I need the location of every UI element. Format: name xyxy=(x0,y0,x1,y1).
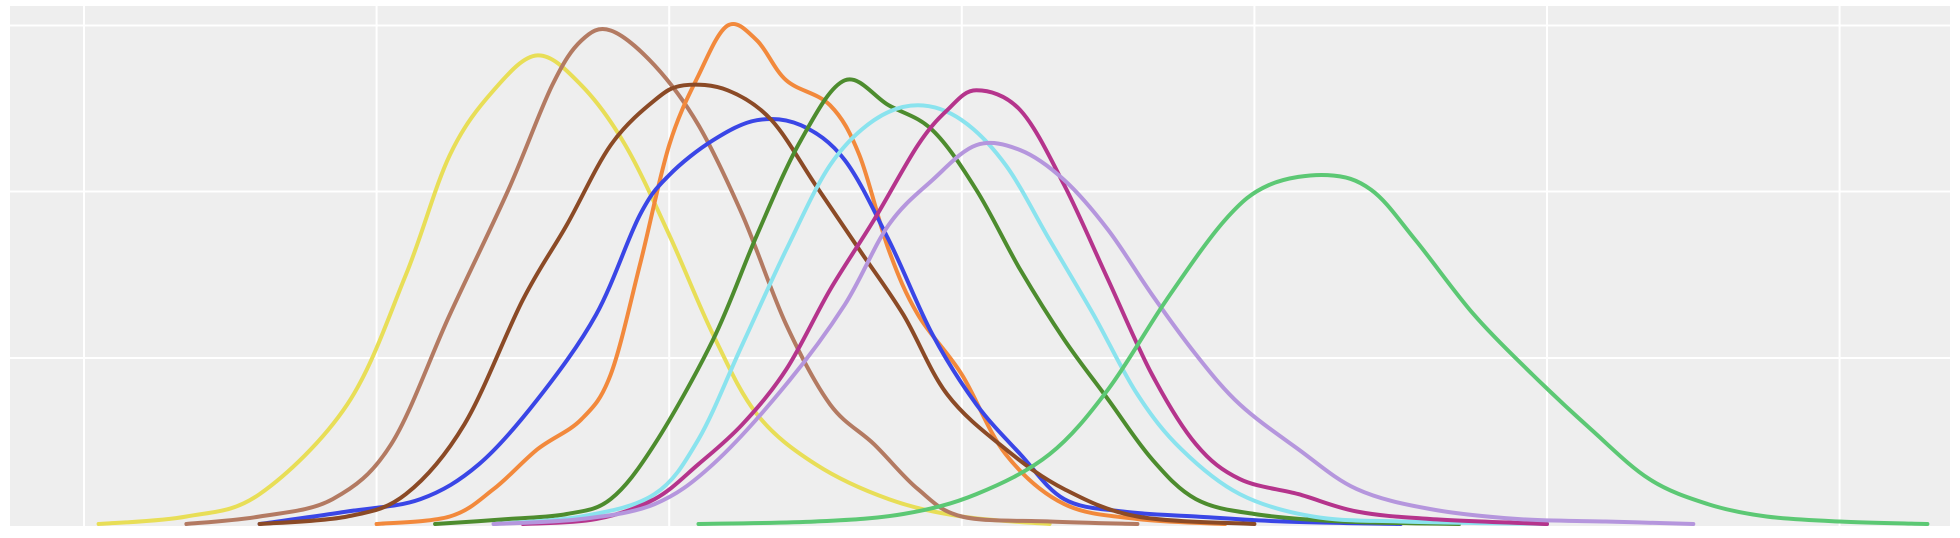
density-curve-10 xyxy=(696,172,1930,526)
density-curve-8 xyxy=(520,88,1549,526)
density-curves xyxy=(96,22,1930,526)
density-curve-1 xyxy=(96,53,1052,526)
density-curve-2 xyxy=(184,27,1140,526)
density-curve-5 xyxy=(257,82,1257,526)
density-curve-6 xyxy=(433,77,1462,526)
plot-area xyxy=(10,6,1950,526)
density-curve-7 xyxy=(491,103,1549,526)
grid-lines xyxy=(10,6,1950,526)
density-curve-9 xyxy=(491,140,1696,526)
